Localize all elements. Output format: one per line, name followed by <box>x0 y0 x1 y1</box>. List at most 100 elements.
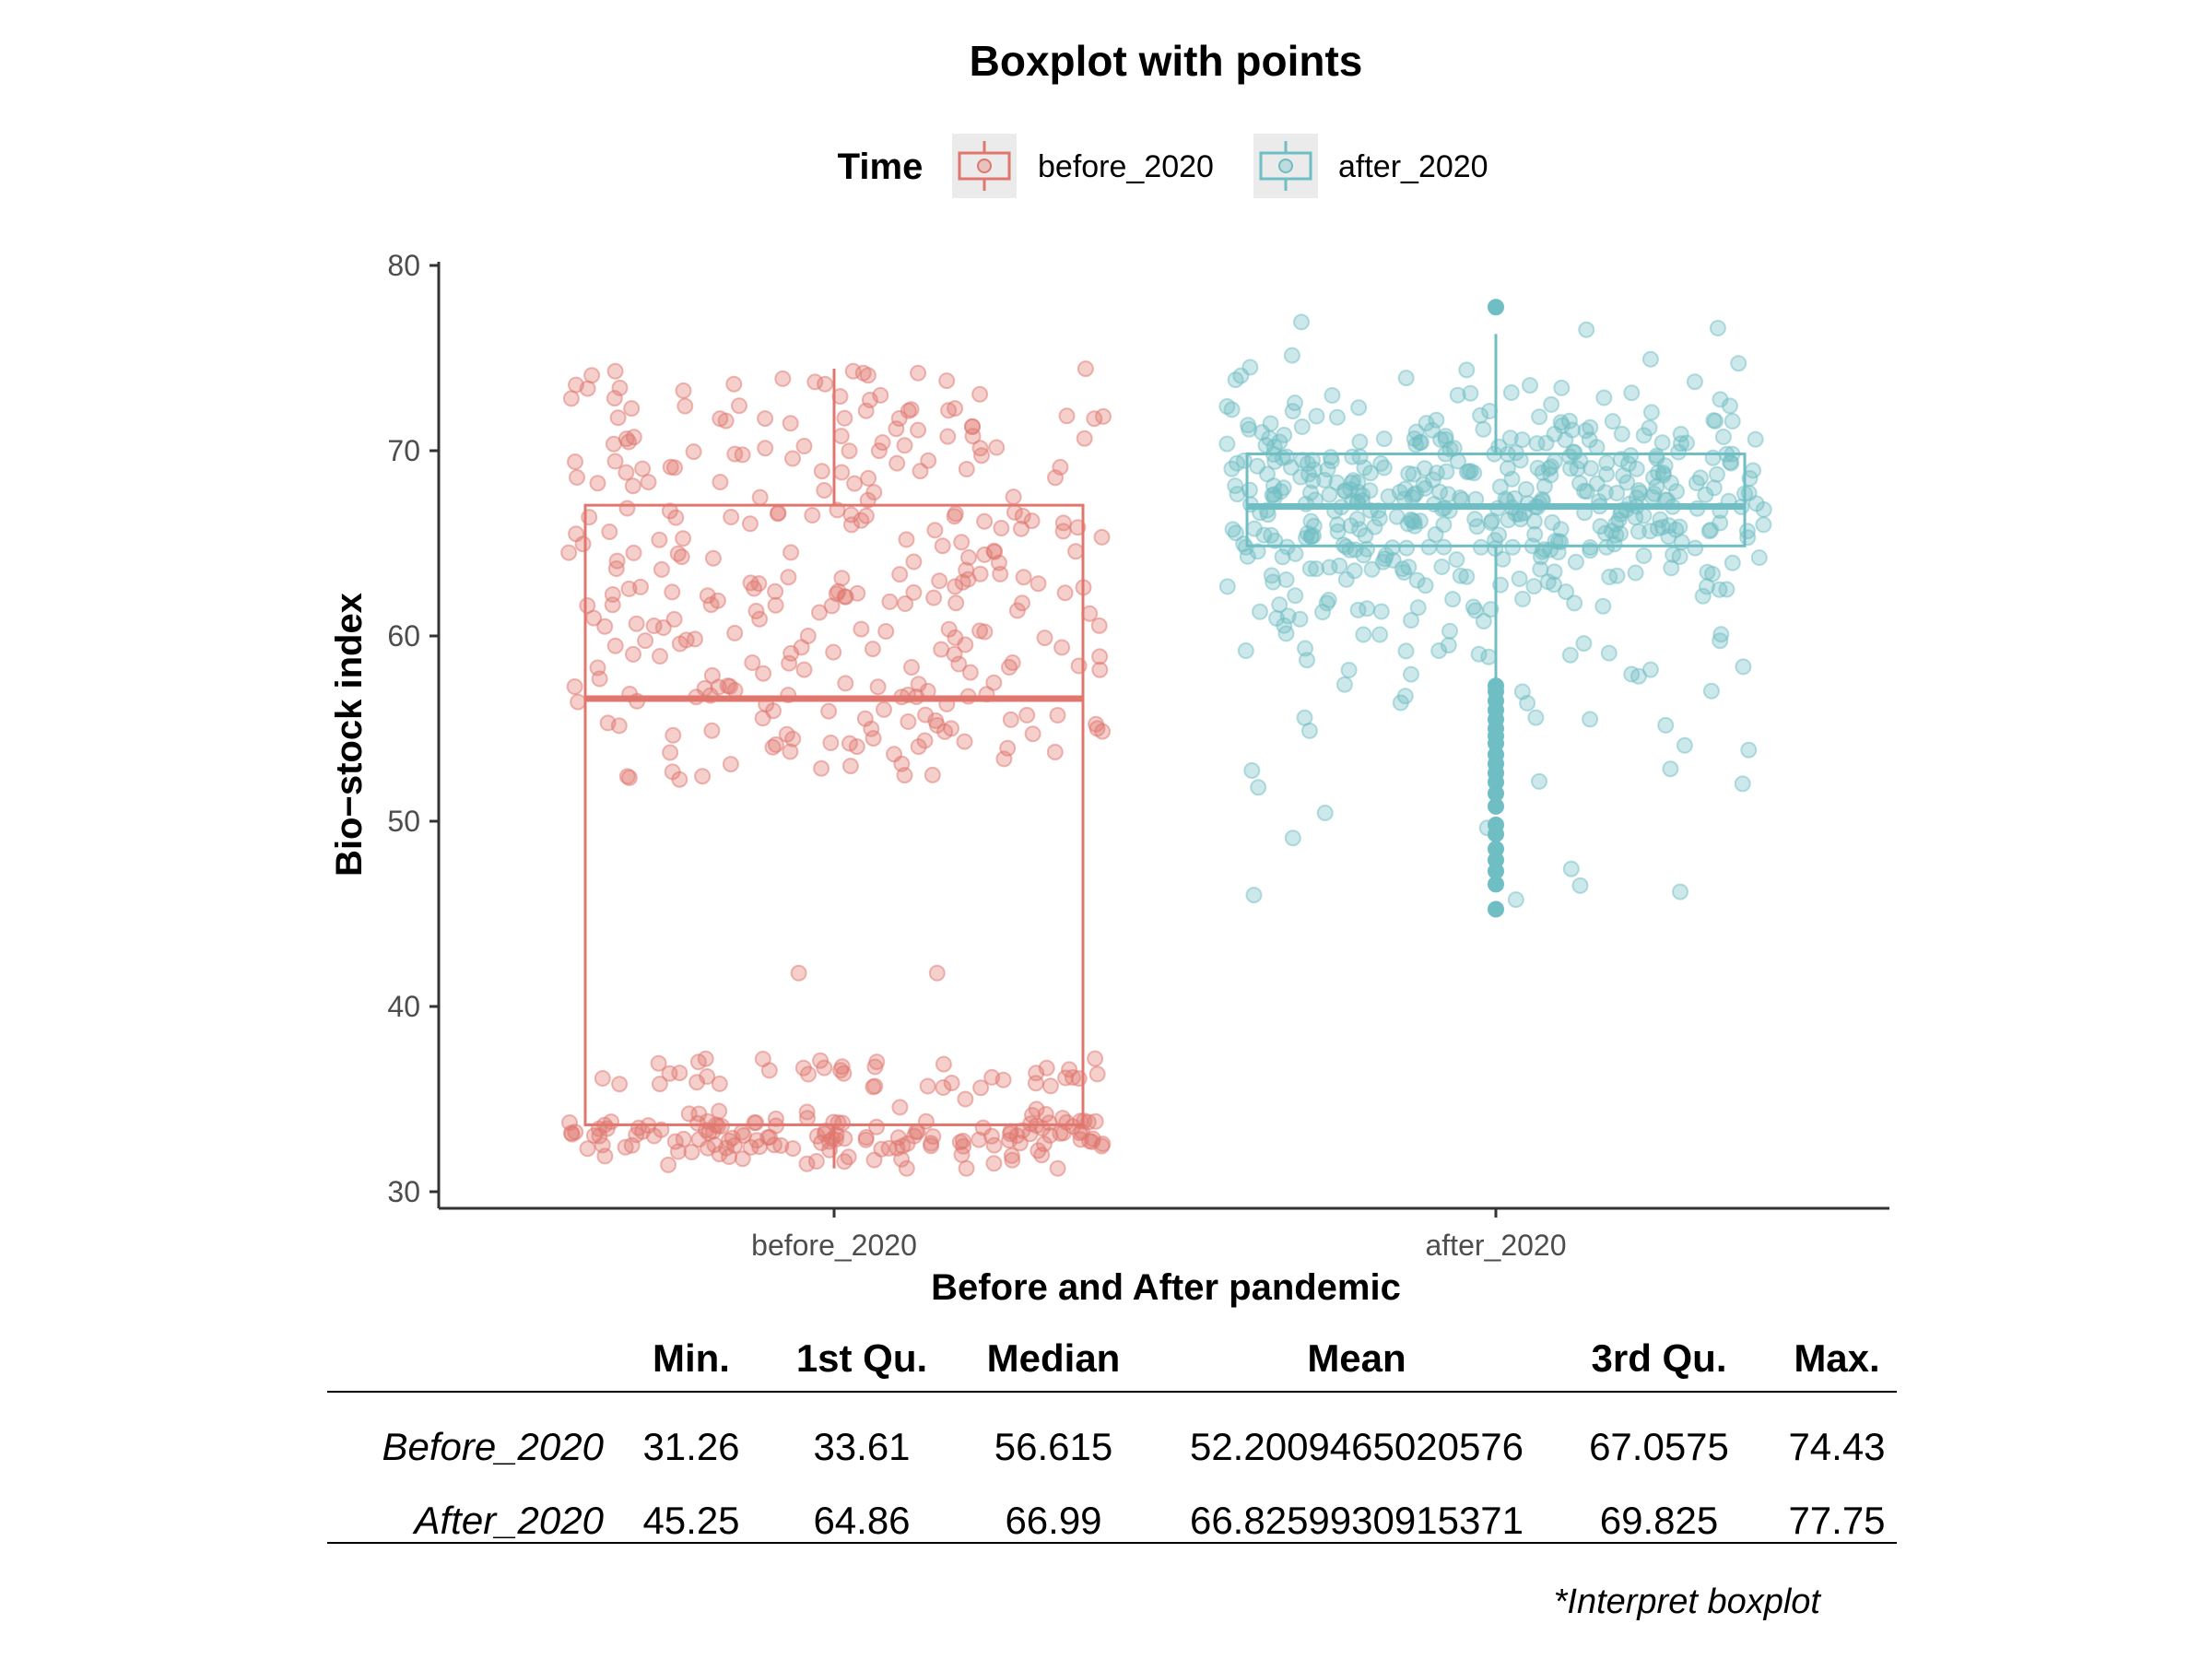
data-point <box>723 509 740 525</box>
table-header-cell: Min. <box>653 1336 730 1380</box>
data-point <box>606 362 624 380</box>
data-point <box>1262 415 1279 432</box>
data-point <box>935 1079 952 1096</box>
data-point <box>817 375 834 393</box>
y-tick-label: 50 <box>387 805 420 838</box>
data-point <box>1227 371 1244 389</box>
table-cell: 64.86 <box>813 1499 910 1542</box>
data-point <box>606 453 624 470</box>
data-point <box>1468 518 1486 535</box>
data-point <box>1235 452 1253 469</box>
data-point <box>905 583 923 601</box>
y-tick-label: 80 <box>387 249 420 282</box>
data-point <box>1356 459 1373 477</box>
data-point <box>1094 1135 1112 1153</box>
data-point <box>767 596 784 614</box>
data-point <box>896 767 913 784</box>
data-point <box>1709 320 1726 336</box>
data-point <box>1514 590 1532 607</box>
data-point <box>589 659 606 677</box>
data-point <box>650 1054 667 1072</box>
data-point <box>1598 465 1615 483</box>
data-point <box>634 460 652 477</box>
data-point <box>870 442 888 460</box>
data-point <box>625 645 641 663</box>
data-point <box>1372 603 1390 620</box>
data-point <box>985 1155 1003 1172</box>
data-point <box>589 475 606 492</box>
data-point <box>1475 613 1492 629</box>
data-point <box>1546 563 1563 581</box>
data-point <box>999 739 1017 757</box>
data-point <box>1452 567 1469 584</box>
data-point <box>988 439 1006 456</box>
chart-title: Boxplot with points <box>970 37 1363 85</box>
data-point <box>625 544 642 561</box>
data-point <box>971 565 989 582</box>
data-point <box>637 632 654 650</box>
data-point <box>795 661 813 678</box>
data-point <box>916 732 934 749</box>
data-point <box>1263 526 1280 544</box>
data-point <box>1038 1059 1055 1077</box>
data-point <box>1024 725 1041 743</box>
data-point <box>1394 560 1411 578</box>
data-point <box>834 1114 852 1132</box>
data-point <box>774 370 792 387</box>
data-point <box>976 512 994 530</box>
data-point <box>1250 779 1267 796</box>
data-point <box>946 508 963 525</box>
data-point <box>939 428 957 445</box>
data-point <box>1318 594 1335 612</box>
data-point <box>863 720 880 737</box>
data-point <box>799 1110 816 1127</box>
data-point <box>1694 587 1712 605</box>
data-point <box>846 475 864 492</box>
data-point <box>741 515 759 533</box>
data-point <box>808 1127 826 1145</box>
summary-table: Min. 1st Qu. Median Mean 3rd Qu. Max. Before_2… <box>327 1336 1897 1544</box>
data-point <box>579 597 596 614</box>
data-point <box>661 502 678 520</box>
data-point <box>873 1140 890 1158</box>
data-point <box>1525 578 1543 595</box>
data-point <box>1237 642 1254 659</box>
data-point <box>1466 602 1484 619</box>
data-point <box>599 714 617 732</box>
data-point <box>1397 642 1415 660</box>
data-point <box>1014 594 1030 612</box>
data-point <box>1462 384 1479 402</box>
data-point <box>703 666 721 684</box>
table-header-cell: 1st Qu. <box>796 1336 927 1380</box>
data-point <box>722 756 739 773</box>
data-point <box>665 610 683 628</box>
data-point <box>594 1070 611 1087</box>
data-point <box>1517 480 1535 498</box>
data-point <box>1652 511 1669 528</box>
data-point <box>1594 597 1612 615</box>
data-point <box>603 1113 620 1131</box>
data-point <box>1299 524 1316 542</box>
data-point <box>1662 760 1679 778</box>
data-point <box>925 589 943 606</box>
data-point <box>618 500 636 517</box>
data-point <box>1507 891 1524 909</box>
data-point <box>784 1140 802 1158</box>
data-point <box>1337 571 1355 588</box>
table-header-cell: Max. <box>1794 1336 1879 1380</box>
data-point <box>1503 470 1521 488</box>
data-point <box>1094 723 1112 740</box>
data-point <box>833 1058 851 1076</box>
data-point <box>694 768 712 785</box>
data-point <box>1308 560 1325 578</box>
data-point <box>687 630 703 648</box>
data-point <box>765 702 782 720</box>
boxes <box>583 299 1747 1169</box>
data-point <box>860 469 877 487</box>
data-point <box>972 1079 990 1097</box>
data-point <box>1093 528 1111 546</box>
data-point <box>665 726 682 744</box>
data-point <box>927 712 945 729</box>
data-point <box>868 1118 885 1135</box>
data-point <box>1623 665 1641 683</box>
